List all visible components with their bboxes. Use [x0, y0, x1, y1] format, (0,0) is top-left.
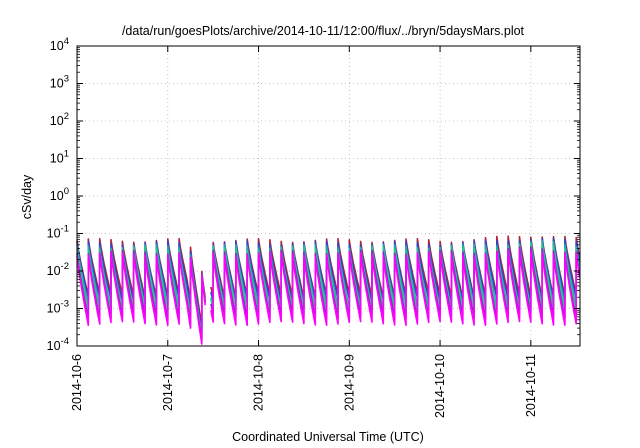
x-axis-label: Coordinated Universal Time (UTC) [232, 430, 424, 444]
y-tick-label: 102 [50, 111, 69, 128]
y-tick-label: 10-2 [47, 261, 69, 278]
y-tick-label: 10-3 [47, 299, 69, 316]
x-tick-label: 2014-10-6 [70, 354, 84, 411]
y-tick-label: 101 [50, 149, 69, 166]
series-line-5 [210, 249, 581, 326]
plot-area [76, 235, 581, 345]
y-tick-label: 10-1 [47, 224, 69, 241]
x-tick-label: 2014-10-7 [161, 354, 175, 411]
x-axis: 2014-10-6 2014-10-7 2014-10-8 2014-10-9 2014… [70, 46, 538, 418]
series-line-5 [76, 251, 206, 345]
y-tick-label: 10-4 [47, 336, 69, 353]
y-tick-label: 103 [50, 74, 69, 91]
y-axis-label: cSv/day [20, 174, 34, 219]
x-tick-label: 2014-10-9 [342, 354, 356, 411]
y-axis: 10-4 10-3 10-2 10-1 100 101 102 103 104 [47, 36, 580, 353]
x-tick-label: 2014-10-8 [252, 354, 266, 411]
y-tick-label: 100 [50, 186, 69, 203]
y-tick-label: 104 [50, 36, 69, 53]
chart-title: /data/run/goesPlots/archive/2014-10-11/1… [122, 24, 525, 38]
x-tick-label: 2014-10-11 [524, 354, 538, 417]
x-tick-label: 2014-10-10 [433, 354, 447, 418]
